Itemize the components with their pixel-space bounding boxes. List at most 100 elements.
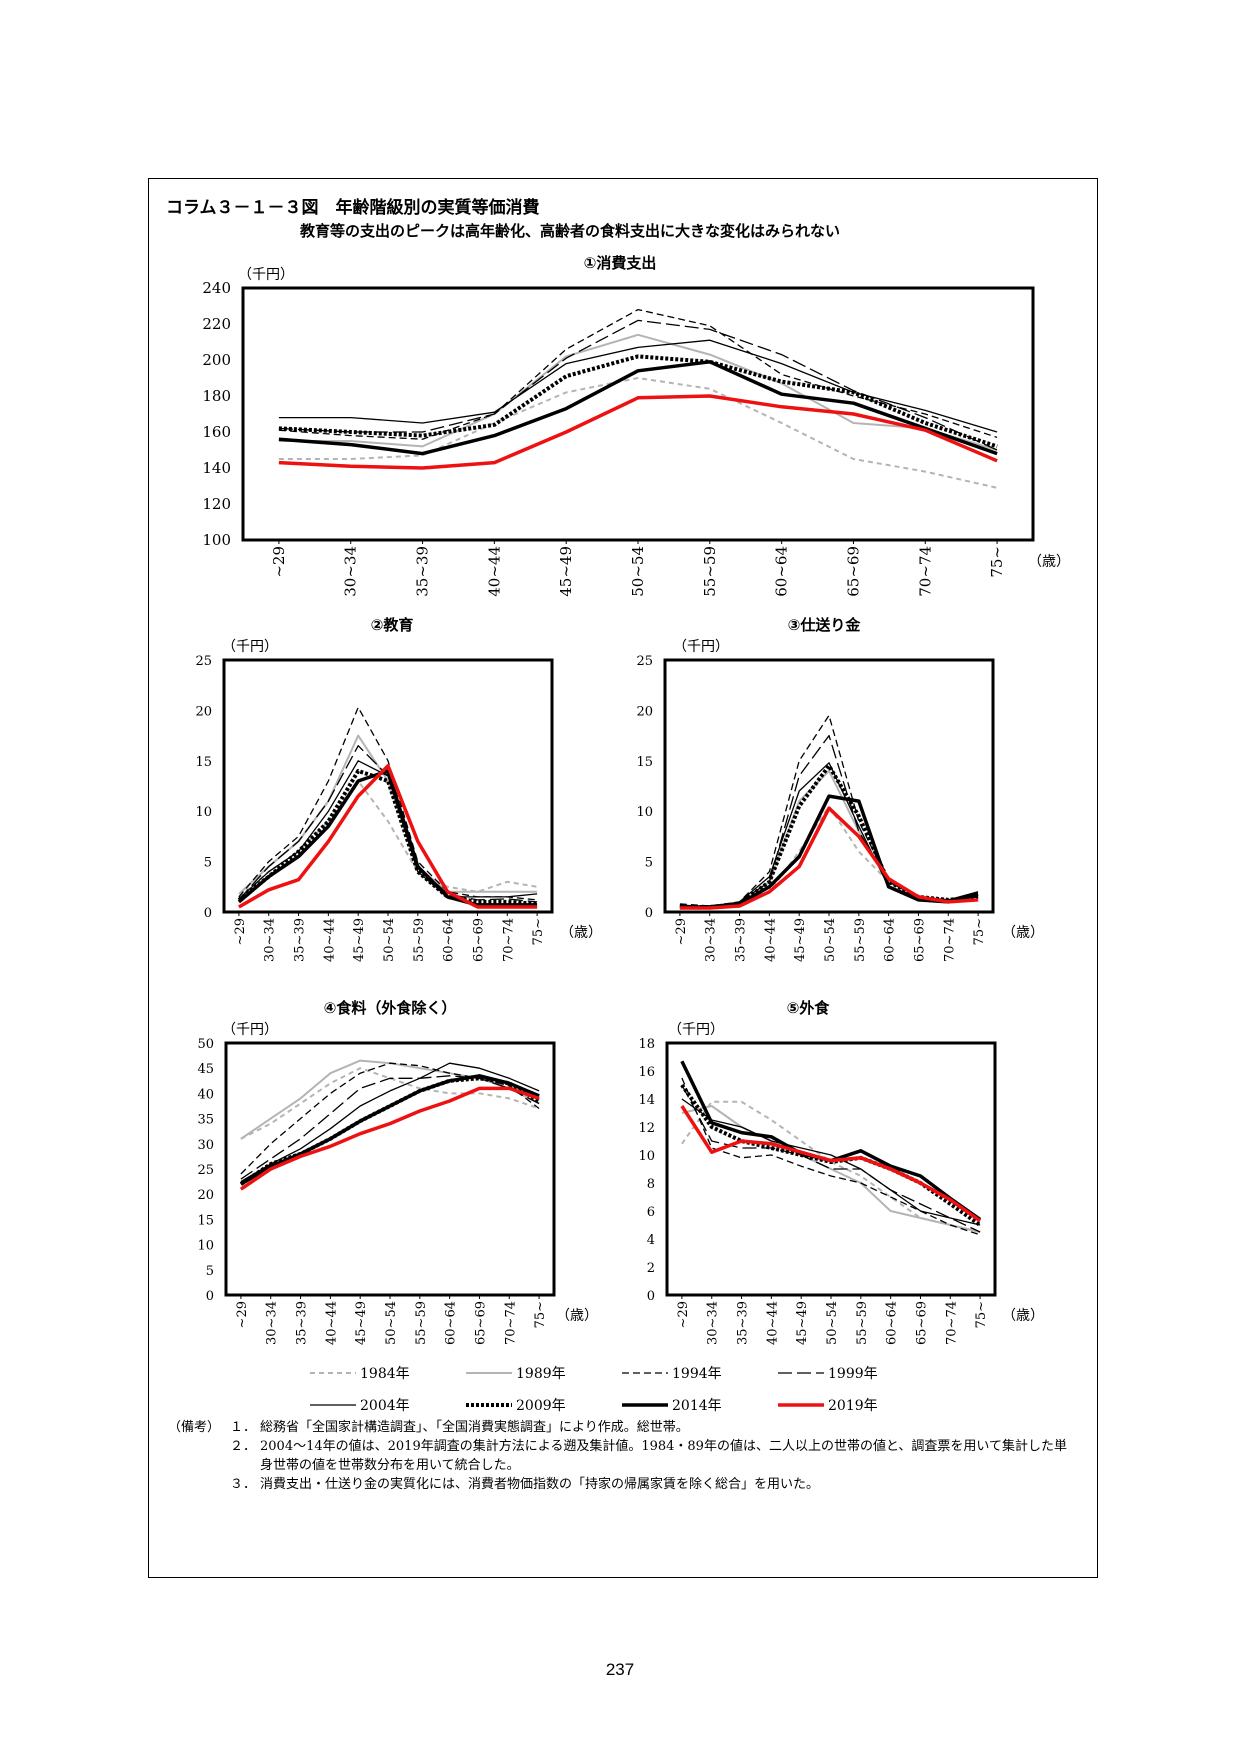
y-tick-label: 12 (638, 1121, 655, 1136)
y-tick-label: 16 (638, 1065, 655, 1080)
y-tick-label: 140 (202, 459, 231, 477)
x-tick-label: 40~44 (765, 1301, 780, 1345)
series-line-1999 (679, 734, 979, 908)
x-tick-label: 75~ (531, 918, 546, 945)
x-tick-label: 30~34 (263, 918, 278, 962)
x-tick-label: 35~39 (295, 1301, 310, 1345)
y-tick-label: 25 (195, 654, 212, 669)
x-tick-label: 50~54 (382, 918, 397, 962)
y-tick-label: 0 (647, 1289, 655, 1304)
series-line-2004 (679, 762, 979, 908)
x-tick-label: 40~44 (322, 918, 337, 962)
x-unit-label: （歳） (1002, 1308, 1044, 1324)
note-number: ３． (230, 1477, 257, 1492)
series-line-1989 (679, 769, 979, 908)
x-tick-label: 60~64 (883, 918, 898, 962)
x-unit-label: （歳） (1028, 554, 1070, 570)
series-line-1989 (238, 734, 538, 895)
x-tick-label: 70~74 (942, 918, 957, 962)
x-tick-label: 30~34 (265, 1301, 280, 1345)
x-tick-label: 35~39 (414, 546, 432, 597)
x-tick-label: 65~69 (914, 1301, 929, 1345)
y-unit-label: （千円） (673, 639, 729, 655)
y-tick-label: 30 (197, 1138, 214, 1153)
x-tick-label: ~29 (235, 1301, 250, 1328)
series-line-2019 (239, 1086, 540, 1191)
series-line-1994 (681, 1077, 981, 1236)
y-tick-label: 20 (636, 704, 653, 719)
x-tick-label: 65~69 (471, 918, 486, 962)
x-tick-label: 35~39 (736, 1301, 751, 1345)
legend-label: 2019年 (828, 1398, 878, 1414)
x-tick-label: 70~74 (944, 1301, 959, 1345)
x-tick-label: ~29 (270, 546, 288, 578)
series-line-1989 (681, 1105, 981, 1233)
y-tick-label: 100 (202, 531, 231, 549)
x-unit-label: （歳） (560, 925, 602, 941)
x-tick-label: 45~49 (795, 1301, 810, 1345)
y-tick-label: 220 (202, 315, 231, 333)
x-tick-label: ~29 (674, 918, 689, 945)
y-tick-label: 180 (202, 387, 231, 405)
y-tick-label: 10 (197, 1239, 214, 1254)
notes-lead: （備考） (168, 1420, 221, 1435)
y-tick-label: 4 (647, 1233, 655, 1248)
x-tick-label: 35~39 (734, 918, 749, 962)
series-line-2014 (237, 769, 538, 907)
series-line-2009 (278, 354, 998, 449)
chart-title: ④食料（外食除く） (324, 999, 457, 1017)
series-line-1999 (278, 319, 998, 451)
legend-label: 1999年 (828, 1366, 878, 1382)
x-tick-label: 65~69 (844, 546, 862, 597)
series-line-2009 (679, 763, 979, 909)
x-tick-label: 45~49 (793, 918, 808, 962)
x-tick-label: 75~ (533, 1301, 548, 1328)
y-tick-label: 25 (197, 1163, 214, 1178)
chart-title: ⑤外食 (787, 999, 831, 1017)
x-tick-label: 45~49 (557, 546, 575, 597)
x-tick-label: 30~34 (706, 1301, 721, 1345)
plot-frame (222, 658, 554, 914)
note-text: 消費支出・仕送り金の実質化には、消費者物価指数の「持家の帰属家賃を除く総合」を用… (260, 1477, 820, 1492)
page-number: 237 (605, 1660, 635, 1679)
legend-label: 2009年 (516, 1398, 566, 1414)
series-line-2014 (679, 794, 979, 909)
y-tick-label: 40 (197, 1087, 214, 1102)
x-tick-label: 40~44 (485, 546, 503, 597)
legend-label: 1994年 (672, 1366, 722, 1382)
x-tick-label: 75~ (972, 918, 987, 945)
series-line-2004 (278, 339, 998, 433)
y-unit-label: （千円） (238, 267, 294, 283)
plot-frame (665, 1041, 997, 1297)
series-line-1984 (278, 377, 998, 489)
y-tick-label: 15 (195, 755, 212, 770)
y-unit-label: （千円） (222, 1022, 278, 1038)
x-tick-label: 70~74 (501, 918, 516, 962)
legend-label: 1989年 (516, 1366, 566, 1382)
note-row-1: （備考） １． 総務省「全国家計構造調査」、「全国消費実態調査」により作成。総世… (168, 1418, 1068, 1437)
chart-title: ③仕送り金 (788, 616, 862, 634)
series-line-2019 (238, 764, 538, 909)
y-tick-label: 35 (197, 1113, 214, 1128)
x-unit-label: （歳） (556, 1308, 598, 1324)
note-row-2: ２． 2004～14年の値は、2019年調査の集計方法による遡及集計値。1984… (168, 1437, 1068, 1475)
note-number: ２． (230, 1439, 257, 1454)
series-line-1989 (240, 1059, 540, 1140)
note-text: 総務省「全国家計構造調査」、「全国消費実態調査」により作成。総世帯。 (260, 1420, 689, 1435)
y-tick-label: 200 (202, 351, 231, 369)
x-tick-label: 50~54 (825, 1301, 840, 1345)
note-row-3: ３． 消費支出・仕送り金の実質化には、消費者物価指数の「持家の帰属家賃を除く総合… (168, 1475, 1068, 1494)
series-line-1984 (679, 805, 979, 908)
legend-label: 1984年 (360, 1366, 410, 1382)
legend-label: 2004年 (360, 1398, 410, 1414)
x-tick-label: 40~44 (763, 918, 778, 962)
x-tick-label: 60~64 (442, 918, 457, 962)
x-tick-label: 35~39 (293, 918, 308, 962)
y-tick-label: 2 (647, 1261, 655, 1276)
series-line-1989 (278, 333, 998, 451)
y-tick-label: 10 (638, 1149, 655, 1164)
series-line-1999 (240, 1075, 540, 1180)
x-tick-label: 55~59 (414, 1301, 429, 1345)
x-tick-label: 55~59 (701, 546, 719, 597)
